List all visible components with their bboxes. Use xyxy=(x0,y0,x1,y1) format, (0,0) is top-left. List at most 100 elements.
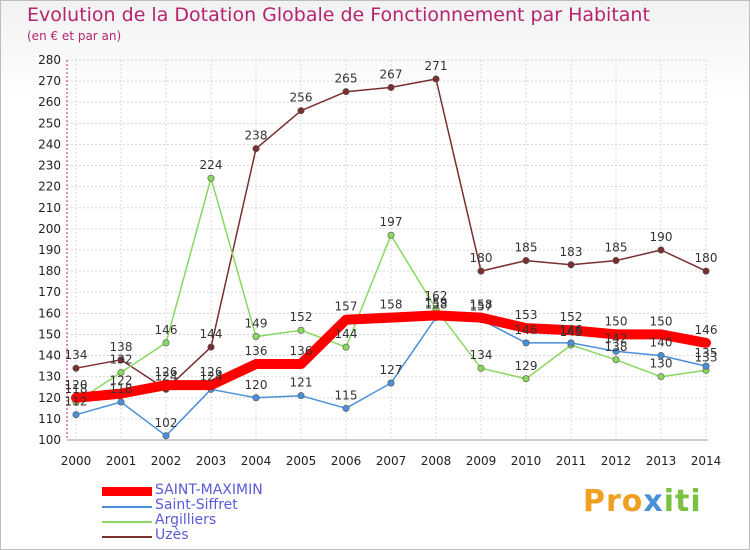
data-label: 127 xyxy=(380,363,403,377)
data-label: 115 xyxy=(335,388,358,402)
data-label: 271 xyxy=(425,59,448,73)
data-point xyxy=(702,338,710,347)
data-label: 267 xyxy=(380,67,403,81)
data-point xyxy=(387,313,395,322)
data-point xyxy=(657,373,665,381)
legend-item-argilliers: Argilliers xyxy=(100,512,340,529)
data-label: 150 xyxy=(650,314,673,328)
chart-subtitle: (en € et par an) xyxy=(27,29,122,43)
data-label: 162 xyxy=(425,289,448,303)
data-point xyxy=(162,381,170,390)
data-point xyxy=(477,267,485,275)
data-label: 159 xyxy=(425,295,448,309)
data-label: 121 xyxy=(290,376,313,390)
y-tick-label: 270 xyxy=(38,74,61,88)
x-tick-label: 2010 xyxy=(511,454,542,468)
data-point xyxy=(657,246,665,254)
data-label: 144 xyxy=(335,327,358,341)
data-label: 133 xyxy=(695,350,718,364)
data-point xyxy=(657,352,665,360)
data-point xyxy=(207,343,215,351)
data-label: 118 xyxy=(65,382,88,396)
x-tick-label: 2001 xyxy=(106,454,137,468)
data-label: 140 xyxy=(650,336,673,350)
data-label: 132 xyxy=(110,352,133,366)
data-label: 145 xyxy=(560,325,583,339)
data-label: 146 xyxy=(560,323,583,337)
x-tick-label: 2006 xyxy=(331,454,362,468)
x-tick-label: 2014 xyxy=(691,454,722,468)
data-point xyxy=(522,375,530,383)
data-label: 180 xyxy=(470,251,493,265)
data-point xyxy=(432,75,440,83)
data-point xyxy=(432,311,440,320)
legend-item-saint-siffret: Saint-Siffret xyxy=(100,497,340,514)
data-point xyxy=(567,339,575,347)
data-point xyxy=(297,360,305,368)
data-point xyxy=(567,326,575,335)
data-label: 224 xyxy=(200,158,223,172)
data-label: 124 xyxy=(155,369,178,383)
data-point xyxy=(117,398,125,406)
data-point xyxy=(72,364,80,372)
data-label: 150 xyxy=(605,314,628,328)
data-point xyxy=(387,379,395,387)
data-point xyxy=(522,324,530,333)
data-point xyxy=(522,339,530,347)
data-point xyxy=(162,339,170,347)
data-label: 153 xyxy=(515,308,538,322)
data-label: 256 xyxy=(290,91,313,105)
proxiti-logo: Proxiti xyxy=(583,484,702,519)
data-point xyxy=(207,174,215,182)
legend-label: Uzès xyxy=(155,527,189,543)
data-label: 126 xyxy=(155,365,178,379)
legend-swatch-uzes xyxy=(102,536,152,538)
x-tick-label: 2003 xyxy=(196,454,227,468)
y-tick-label: 130 xyxy=(38,370,61,384)
data-point xyxy=(72,393,80,402)
y-tick-label: 210 xyxy=(38,201,61,215)
x-tick-label: 2005 xyxy=(286,454,317,468)
y-tick-label: 110 xyxy=(38,412,61,426)
data-label: 120 xyxy=(65,378,88,392)
data-label: 112 xyxy=(65,395,88,409)
data-point xyxy=(612,356,620,364)
y-tick-label: 180 xyxy=(38,264,61,278)
data-point xyxy=(702,267,710,275)
data-label: 124 xyxy=(200,369,223,383)
data-label: 158 xyxy=(380,298,403,312)
y-tick-label: 260 xyxy=(38,95,61,109)
data-point xyxy=(612,257,620,265)
y-tick-label: 280 xyxy=(38,53,61,67)
data-point xyxy=(207,381,215,390)
data-label: 158 xyxy=(470,298,493,312)
x-tick-label: 2008 xyxy=(421,454,452,468)
y-tick-label: 250 xyxy=(38,116,61,130)
data-label: 185 xyxy=(515,241,538,255)
x-tick-label: 2002 xyxy=(151,454,182,468)
data-label: 238 xyxy=(245,129,268,143)
chart-title: Evolution de la Dotation Globale de Fonc… xyxy=(27,4,650,26)
legend-item-uzes: Uzès xyxy=(100,527,340,544)
data-label: 152 xyxy=(290,310,313,324)
data-label: 122 xyxy=(110,374,133,388)
data-point xyxy=(252,394,260,402)
data-label: 129 xyxy=(515,359,538,373)
data-point xyxy=(252,360,260,368)
data-point xyxy=(252,333,260,341)
y-tick-label: 200 xyxy=(38,222,61,236)
y-tick-label: 220 xyxy=(38,180,61,194)
data-label: 146 xyxy=(515,323,538,337)
y-tick-label: 190 xyxy=(38,243,61,257)
data-label: 146 xyxy=(695,323,718,337)
data-point xyxy=(702,362,710,370)
data-label: 118 xyxy=(110,382,133,396)
data-label: 158 xyxy=(425,298,448,312)
data-point xyxy=(297,107,305,115)
data-label: 126 xyxy=(200,365,223,379)
data-label: 138 xyxy=(605,340,628,354)
data-point xyxy=(387,83,395,91)
data-point xyxy=(612,330,620,339)
data-point xyxy=(117,389,125,398)
